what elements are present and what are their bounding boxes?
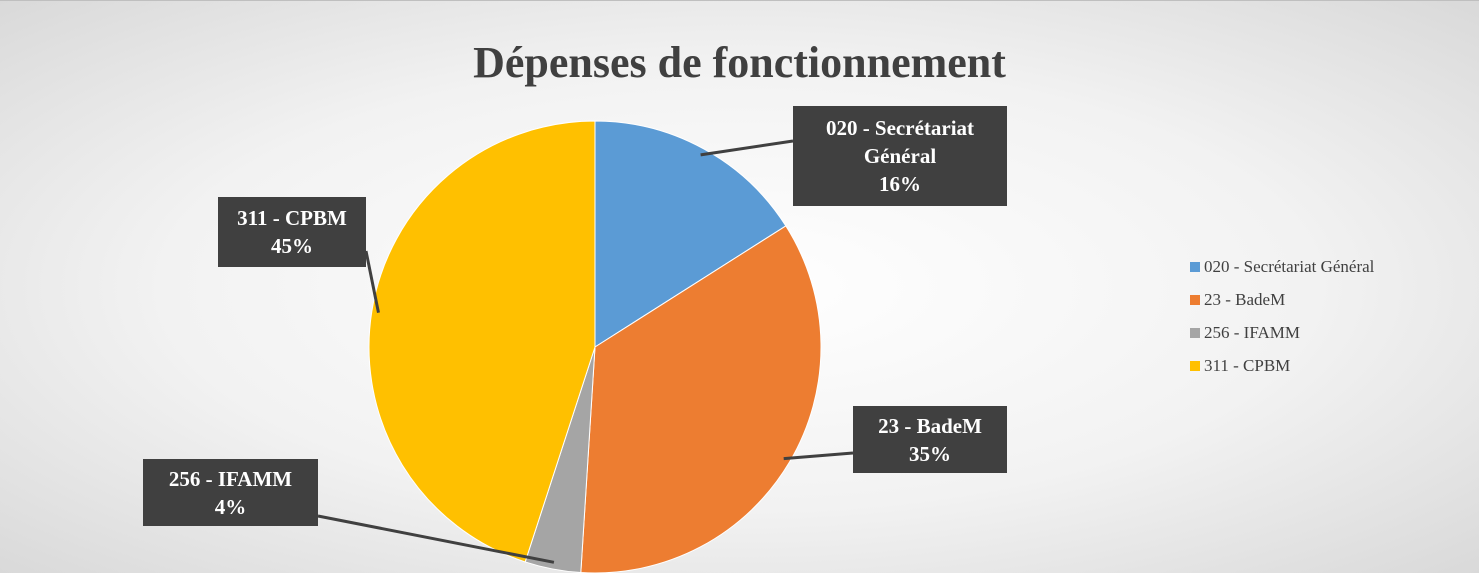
legend-item: 311 - CPBM — [1190, 356, 1290, 376]
data-label-name: 311 - CPBM — [237, 206, 347, 230]
legend-label: 256 - IFAMM — [1204, 323, 1301, 342]
legend-item: 23 - BadeM — [1190, 290, 1285, 310]
data-label-value: 45% — [271, 234, 313, 258]
legend-swatch — [1190, 262, 1200, 272]
data-label-name: 020 - Secrétariat Général — [825, 116, 975, 168]
data-label: 256 - IFAMM 4% — [143, 459, 318, 526]
leader-line — [317, 514, 555, 564]
data-label: 23 - BadeM 35% — [853, 406, 1007, 473]
legend-item: 256 - IFAMM — [1190, 323, 1300, 343]
leader-line — [783, 451, 854, 461]
legend-swatch — [1190, 328, 1200, 338]
pie-slice — [594, 120, 787, 348]
legend-label: 23 - BadeM — [1204, 290, 1286, 309]
legend-label: 020 - Secrétariat Général — [1204, 257, 1375, 276]
data-label: 311 - CPBM 45% — [218, 197, 366, 267]
data-label-name: 256 - IFAMM — [168, 466, 293, 491]
leader-line — [700, 139, 794, 157]
data-label-value: 4% — [214, 494, 247, 519]
data-label-name: 23 - BadeM — [878, 413, 982, 438]
legend-label: 311 - CPBM — [1204, 356, 1291, 375]
chart-title: Dépenses de fonctionnement — [473, 38, 1006, 87]
pie-slice — [368, 120, 596, 563]
pie-slice — [580, 225, 822, 573]
data-label-value: 16% — [879, 172, 921, 196]
data-label-value: 35% — [909, 441, 951, 466]
leader-line — [364, 250, 380, 314]
legend-item: 020 - Secrétariat Général — [1190, 257, 1374, 277]
data-label: 020 - Secrétariat Général 16% — [793, 106, 1007, 206]
legend-swatch — [1190, 295, 1200, 305]
legend-swatch — [1190, 361, 1200, 371]
